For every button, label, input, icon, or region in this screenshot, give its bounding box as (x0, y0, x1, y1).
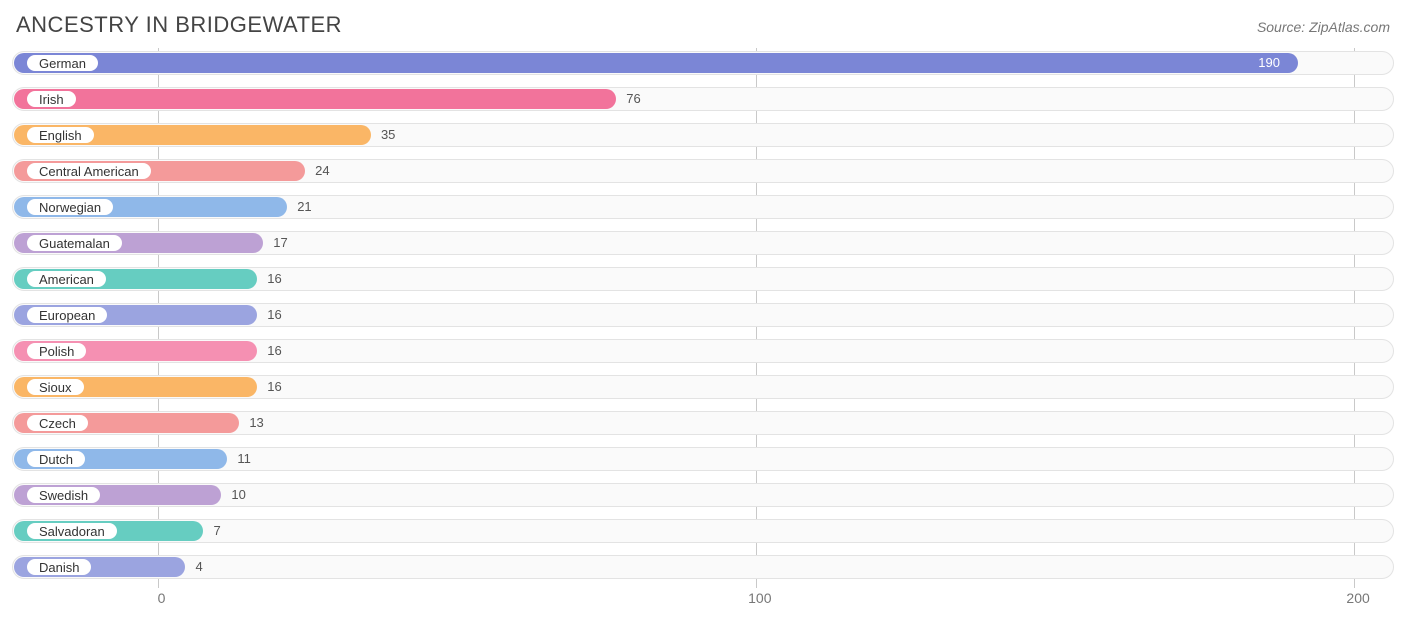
bar-label-pill: Guatemalan (26, 234, 123, 252)
bar-row: Swedish 10 (12, 480, 1394, 510)
bar-value: 16 (267, 306, 281, 324)
bar-label-pill: Polish (26, 342, 87, 360)
bar-value: 17 (273, 234, 287, 252)
chart-plot: German 190 Irish 76 English 35 Central America… (8, 48, 1398, 616)
bar (14, 53, 1298, 73)
bar-row: European 16 (12, 300, 1394, 330)
chart-header: ANCESTRY IN BRIDGEWATER Source: ZipAtlas… (8, 8, 1398, 48)
bar-row: Irish 76 (12, 84, 1394, 114)
bar-row: Sioux 16 (12, 372, 1394, 402)
bar-label-pill: German (26, 54, 99, 72)
xaxis-tick: 200 (1346, 590, 1369, 606)
bar-row: American 16 (12, 264, 1394, 294)
bar-row: Central American 24 (12, 156, 1394, 186)
bar-label-pill: Irish (26, 90, 77, 108)
bar-value: 13 (249, 414, 263, 432)
ancestry-chart: ANCESTRY IN BRIDGEWATER Source: ZipAtlas… (0, 0, 1406, 624)
bar-value: 4 (195, 558, 202, 576)
bar-row: Guatemalan 17 (12, 228, 1394, 258)
chart-source: Source: ZipAtlas.com (1257, 19, 1390, 35)
bar-label-pill: Danish (26, 558, 92, 576)
bar-value: 35 (381, 126, 395, 144)
bar-value: 7 (213, 522, 220, 540)
bar-value: 16 (267, 378, 281, 396)
bar-label-pill: Dutch (26, 450, 86, 468)
bar-label-pill: Sioux (26, 378, 85, 396)
chart-title: ANCESTRY IN BRIDGEWATER (16, 12, 342, 38)
bar-label-pill: Czech (26, 414, 89, 432)
bar-value: 10 (231, 486, 245, 504)
bar-label-pill: Salvadoran (26, 522, 118, 540)
bar-row: German 190 (12, 48, 1394, 78)
bar-row: Danish 4 (12, 552, 1394, 582)
bar-value: 21 (297, 198, 311, 216)
chart-xaxis: 0 100 200 (12, 588, 1394, 616)
bar-value: 16 (267, 342, 281, 360)
bar (14, 89, 616, 109)
bar-row: Polish 16 (12, 336, 1394, 366)
xaxis-tick: 100 (748, 590, 771, 606)
chart-rows: German 190 Irish 76 English 35 Central America… (12, 48, 1394, 582)
bar-label-pill: Central American (26, 162, 152, 180)
bar-value: 190 (1258, 54, 1280, 72)
bar-row: Salvadoran 7 (12, 516, 1394, 546)
bar-label-pill: Norwegian (26, 198, 114, 216)
bar-row: Czech 13 (12, 408, 1394, 438)
xaxis-tick: 0 (158, 590, 166, 606)
bar-value: 24 (315, 162, 329, 180)
bar-row: English 35 (12, 120, 1394, 150)
bar-row: Dutch 11 (12, 444, 1394, 474)
bar-value: 11 (237, 450, 251, 468)
bar-row: Norwegian 21 (12, 192, 1394, 222)
bar-value: 16 (267, 270, 281, 288)
bar-label-pill: English (26, 126, 95, 144)
bar-label-pill: European (26, 306, 108, 324)
bar-label-pill: Swedish (26, 486, 101, 504)
bar-track (12, 555, 1394, 579)
bar-label-pill: American (26, 270, 107, 288)
bar-value: 76 (626, 90, 640, 108)
